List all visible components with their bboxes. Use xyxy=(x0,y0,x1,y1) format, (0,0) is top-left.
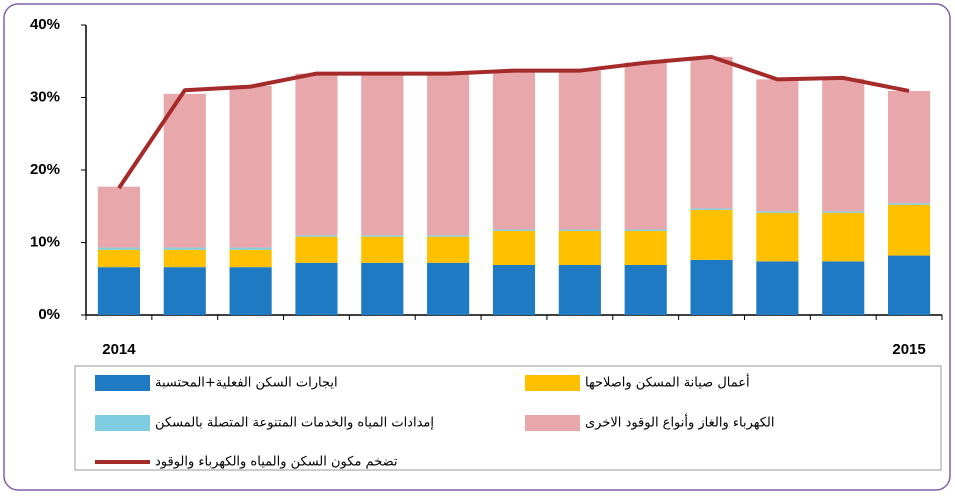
bar-segment xyxy=(624,264,667,315)
bar-segment xyxy=(492,229,536,231)
bar-segment xyxy=(163,267,206,315)
legend-label: تضخم مكون السكن والمياه والكهرباء والوقو… xyxy=(155,455,398,470)
bar-segment xyxy=(690,56,733,209)
bar-segment xyxy=(558,230,601,265)
bar-segment xyxy=(229,247,272,250)
legend-swatch xyxy=(525,375,580,391)
bar-segment xyxy=(492,264,536,315)
line xyxy=(117,54,910,190)
bar-segment xyxy=(756,212,799,262)
bar-segment xyxy=(427,73,470,236)
legend-swatch xyxy=(95,375,150,391)
legend-label: ايجارات السكن الفعلية+المحتسبة xyxy=(155,376,338,391)
bar-segment xyxy=(888,203,931,205)
bar-segment xyxy=(492,70,536,230)
bar-segment xyxy=(229,85,272,248)
bar-segment xyxy=(97,186,140,248)
legend-label: أعمال صيانة المسكن واصلاحها xyxy=(585,374,750,391)
bar-segment xyxy=(822,261,865,315)
bar-segment xyxy=(97,249,140,268)
bar-segment xyxy=(295,73,338,236)
bar-segment xyxy=(427,235,470,237)
bar-segment xyxy=(427,262,470,315)
bar-segment xyxy=(295,236,338,263)
bar-segment xyxy=(888,90,931,204)
bar-segment xyxy=(427,236,470,263)
y-tick-label: 30% xyxy=(30,88,60,105)
bar-segment xyxy=(97,267,140,315)
bar-segment xyxy=(756,261,799,315)
bar-segment xyxy=(163,249,206,268)
bar-segment xyxy=(361,235,404,237)
y-tick-label: 0% xyxy=(38,306,60,323)
legend-swatch xyxy=(95,415,150,431)
legend-swatch xyxy=(525,415,580,431)
bar-segment xyxy=(229,249,272,268)
bar-segment xyxy=(822,78,865,212)
bar-segment xyxy=(558,70,601,230)
bar-segment xyxy=(163,247,206,250)
bar-segment xyxy=(756,211,799,213)
bar-segment xyxy=(163,93,206,248)
bar-segment xyxy=(558,229,601,231)
bar-segment xyxy=(624,230,667,265)
bar-segment xyxy=(295,235,338,237)
bar-segment xyxy=(888,255,931,315)
legend-label: إمدادات المياه والخدمات المتنوعة المتصلة… xyxy=(155,416,434,431)
bar-segment xyxy=(295,262,338,315)
bar-segment xyxy=(558,264,601,315)
legend-box xyxy=(74,365,942,471)
y-tick-label: 40% xyxy=(30,16,60,33)
y-tick-label: 20% xyxy=(30,161,60,178)
bar-segment xyxy=(97,247,140,250)
bar-segment xyxy=(822,212,865,262)
bar-segment xyxy=(690,209,733,260)
x-tick-label: 2014 xyxy=(102,341,136,358)
bar-segment xyxy=(361,262,404,315)
bar-segment xyxy=(361,236,404,263)
bar-segment xyxy=(690,259,733,315)
bar-segment xyxy=(229,267,272,315)
y-tick-label: 10% xyxy=(30,233,60,250)
bar-segment xyxy=(822,211,865,213)
bar-segment xyxy=(361,73,404,236)
x-tick-label: 2015 xyxy=(892,341,925,358)
bar-segment xyxy=(624,62,667,230)
bar-segment xyxy=(756,79,799,212)
bar-segment xyxy=(690,208,733,210)
legend-label: الكهرباء والغاز وأنواع الوقود الاخرى xyxy=(585,414,775,431)
bar-segment xyxy=(492,230,536,265)
bar-segment xyxy=(624,229,667,231)
bar-segment xyxy=(888,204,931,256)
